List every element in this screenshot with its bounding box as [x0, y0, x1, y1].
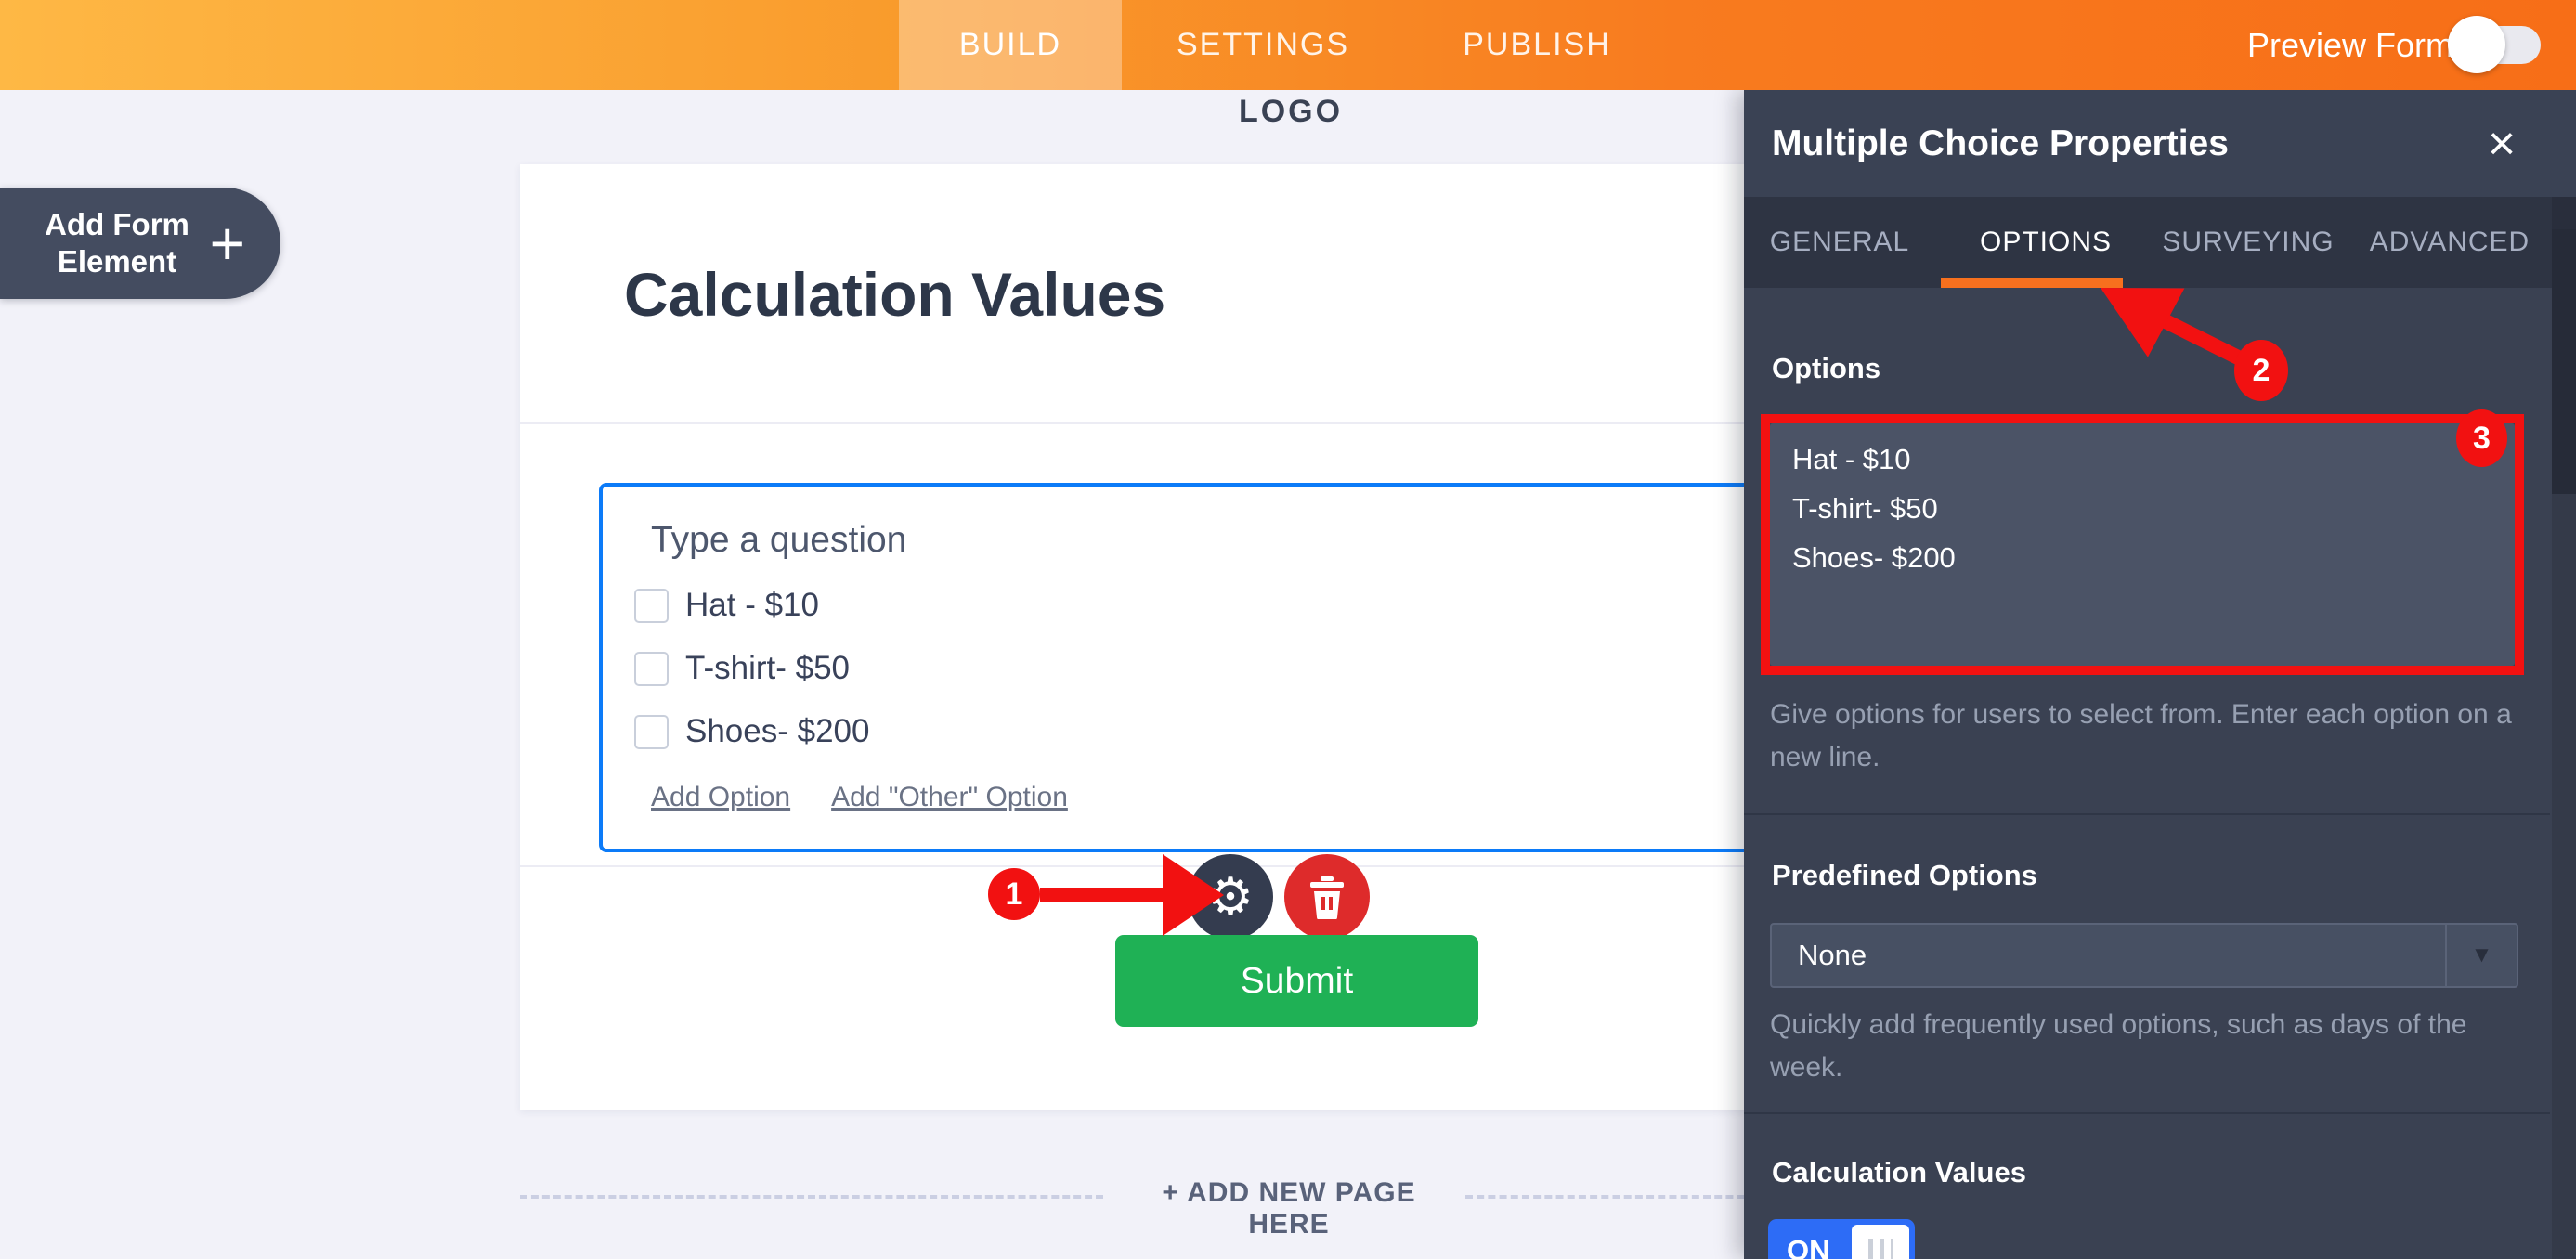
options-section-label: Options — [1772, 352, 1881, 384]
add-other-option-link[interactable]: Add "Other" Option — [831, 782, 1068, 812]
add-page-dash-right — [1465, 1195, 1767, 1199]
add-option-link[interactable]: Add Option — [651, 782, 791, 812]
panel-scrollbar-thumb[interactable] — [2552, 229, 2576, 494]
plus-icon: + — [209, 209, 245, 278]
add-page-dash-left — [520, 1195, 1103, 1199]
predefined-options-select[interactable]: None ▼ — [1770, 923, 2518, 988]
question-label[interactable]: Type a question — [651, 520, 907, 560]
form-title[interactable]: Calculation Values — [624, 260, 1166, 329]
options-helper-text: Give options for users to select from. E… — [1770, 699, 2512, 772]
question-settings-button[interactable]: ⚙ — [1188, 854, 1273, 940]
tab-options[interactable]: OPTIONS — [1979, 227, 2112, 257]
checkbox[interactable] — [634, 588, 669, 623]
checkbox-option-label[interactable]: Hat - $10 — [685, 587, 819, 623]
toggle-on-label: ON — [1787, 1234, 1830, 1259]
question-delete-button[interactable] — [1284, 854, 1370, 940]
select-arrow-box[interactable]: ▼ — [2445, 925, 2517, 986]
add-form-element-button[interactable]: Add Form Element + — [0, 188, 280, 299]
checkbox-option-row: Shoes- $200 — [634, 711, 869, 752]
calculation-values-label: Calculation Values — [1772, 1156, 2026, 1188]
checkbox-option-label[interactable]: T-shirt- $50 — [685, 650, 850, 686]
preview-form-label: Preview Form — [2247, 25, 2454, 64]
predefined-options-label: Predefined Options — [1772, 859, 2037, 891]
properties-panel-title: Multiple Choice Properties — [1772, 123, 2229, 163]
active-tab-underline — [1941, 278, 2123, 288]
title-divider — [520, 422, 1767, 424]
tab-build[interactable]: BUILD — [899, 0, 1122, 90]
chevron-down-icon: ▼ — [2470, 942, 2493, 967]
question-divider — [520, 865, 1767, 867]
properties-panel: Multiple Choice Properties × GENERAL OPT… — [1744, 90, 2576, 1259]
submit-button[interactable]: Submit — [1115, 935, 1478, 1027]
options-line: Hat - $10 — [1792, 443, 1911, 475]
options-line: Shoes- $200 — [1792, 541, 1956, 574]
form-card: Calculation Values Type a question Hat -… — [520, 164, 1797, 1110]
options-line: T-shirt- $50 — [1792, 492, 1938, 525]
add-new-page-button[interactable]: + ADD NEW PAGE HERE — [1162, 1177, 1416, 1240]
panel-divider — [1744, 1112, 2550, 1114]
predefined-helper-text: Quickly add frequently used options, suc… — [1770, 1009, 2467, 1083]
close-icon[interactable]: × — [2487, 116, 2517, 171]
properties-panel-header: Multiple Choice Properties × — [1744, 90, 2576, 197]
toggle-grip-icon — [1868, 1239, 1893, 1259]
tab-publish[interactable]: PUBLISH — [1463, 27, 1611, 62]
tab-surveying[interactable]: SURVEYING — [2162, 227, 2335, 257]
toggle-knob[interactable] — [2448, 16, 2505, 73]
question-block[interactable]: Type a question Hat - $10 T-shirt- $50 S… — [599, 483, 1797, 852]
gear-icon: ⚙ — [1206, 867, 1255, 926]
top-navigation-bar: BUILD SETTINGS PUBLISH Preview Form — [0, 0, 2576, 90]
predefined-options-value: None — [1798, 939, 1867, 971]
checkbox-option-row: Hat - $10 — [634, 585, 819, 626]
properties-tabbar: GENERAL OPTIONS SURVEYING ADVANCED — [1744, 197, 2576, 288]
checkbox-option-row: T-shirt- $50 — [634, 648, 850, 689]
panel-divider — [1744, 813, 2550, 815]
tab-general[interactable]: GENERAL — [1769, 227, 1910, 257]
checkbox[interactable] — [634, 714, 669, 749]
checkbox-option-label[interactable]: Shoes- $200 — [685, 713, 870, 749]
options-textarea[interactable]: Hat - $10 T-shirt- $50 Shoes- $200 — [1770, 423, 2515, 666]
calculation-values-toggle[interactable]: ON — [1768, 1219, 1915, 1259]
option-links: Add Option Add "Other" Option — [651, 782, 1068, 813]
add-form-element-label: Add Form Element — [45, 207, 189, 279]
checkbox[interactable] — [634, 651, 669, 686]
tab-advanced[interactable]: ADVANCED — [2369, 227, 2530, 257]
toggle-handle[interactable] — [1852, 1225, 1909, 1259]
tab-settings[interactable]: SETTINGS — [1176, 27, 1350, 62]
trash-icon — [1310, 876, 1344, 919]
preview-form-toggle[interactable] — [2448, 16, 2541, 73]
